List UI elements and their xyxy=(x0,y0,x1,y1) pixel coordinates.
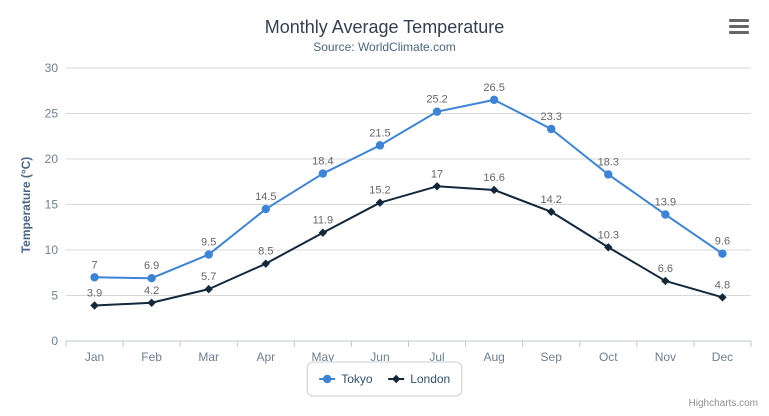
legend-marker-tokyo xyxy=(323,374,332,384)
y-axis-tick-label: 15 xyxy=(45,198,59,212)
data-label: 9.6 xyxy=(715,236,730,248)
data-label: 10.3 xyxy=(598,229,619,241)
x-axis-tick-label: Apr xyxy=(256,350,275,364)
data-point-marker[interactable] xyxy=(718,249,727,258)
data-label: 4.8 xyxy=(715,279,730,291)
data-point-marker[interactable] xyxy=(318,228,328,237)
series-line-tokyo xyxy=(93,98,724,280)
data-point-marker[interactable] xyxy=(261,204,270,214)
y-axis-tick-label: 0 xyxy=(51,334,58,348)
data-point-marker[interactable] xyxy=(432,182,442,191)
x-axis-tick-label: Jan xyxy=(85,350,104,364)
chart-title: Monthly Average Temperature xyxy=(264,17,505,37)
data-labels: 7 6.9 9.5 14.5 18.4 21.5 25.2 26.5 23.3 18.3 13.9 9… xyxy=(87,82,730,300)
data-point-marker[interactable] xyxy=(318,169,328,178)
data-point-marker[interactable] xyxy=(661,276,670,286)
x-axis-tick-label: Dec xyxy=(712,350,733,364)
data-label: 6.6 xyxy=(658,263,673,275)
data-label: 8.5 xyxy=(258,246,273,258)
menu-bar-middle xyxy=(729,25,749,28)
data-point-marker[interactable] xyxy=(547,207,556,216)
data-label: 14.5 xyxy=(255,191,276,203)
legend-label-london[interactable]: London xyxy=(410,372,450,386)
data-point-marker[interactable] xyxy=(661,210,670,219)
chart-legend[interactable]: Tokyo London xyxy=(306,361,463,397)
data-label: 23.3 xyxy=(540,111,561,123)
series-lines xyxy=(90,95,727,310)
x-axis-tick-label: Jul xyxy=(429,350,444,364)
data-label: 25.2 xyxy=(426,94,447,106)
data-point-marker[interactable] xyxy=(147,274,156,283)
data-point-marker[interactable] xyxy=(90,301,99,310)
data-point-marker[interactable] xyxy=(604,170,613,179)
menu-bar-top xyxy=(729,19,749,22)
x-axis-tick-label: Nov xyxy=(655,350,676,364)
chart-subtitle: Source: WorldClimate.com xyxy=(313,40,456,54)
data-point-marker[interactable] xyxy=(90,273,99,282)
data-label: 5.7 xyxy=(201,271,216,283)
data-label: 21.5 xyxy=(369,127,390,139)
x-axis-tick-label: Mar xyxy=(198,350,219,364)
data-point-marker[interactable] xyxy=(147,298,156,307)
gridlines xyxy=(66,67,751,342)
y-axis-tick-label: 20 xyxy=(45,152,59,166)
data-point-marker[interactable] xyxy=(375,198,385,207)
data-label: 18.4 xyxy=(312,156,333,168)
y-axis-title: Temperature (°C) xyxy=(19,157,33,254)
data-point-marker[interactable] xyxy=(489,185,499,195)
series-line-london xyxy=(93,185,724,307)
legend-label-tokyo[interactable]: Tokyo xyxy=(341,372,373,386)
x-axis: Jan Feb Mar Apr May Jun Jul Aug Sep Oct Nov Dec xyxy=(65,340,752,364)
data-label: 6.9 xyxy=(144,260,159,272)
hamburger-menu-icon[interactable] xyxy=(727,17,755,41)
legend-marker-london xyxy=(392,374,401,384)
x-axis-tick-label: Feb xyxy=(141,350,162,364)
data-label: 3.9 xyxy=(87,288,102,300)
data-label: 15.2 xyxy=(369,185,390,197)
y-axis-tick-label: 10 xyxy=(45,243,59,257)
data-label: 17 xyxy=(431,168,443,180)
data-point-marker[interactable] xyxy=(204,284,213,294)
y-axis-tick-label: 30 xyxy=(45,61,59,75)
data-label: 18.3 xyxy=(598,156,619,168)
data-label: 9.5 xyxy=(201,237,216,249)
y-axis-tick-label: 25 xyxy=(45,107,59,121)
x-axis-tick-label: Oct xyxy=(599,350,618,364)
data-label: 16.6 xyxy=(483,172,504,184)
x-axis-tick-label: Sep xyxy=(541,350,563,364)
credits-link[interactable]: Highcharts.com xyxy=(688,398,758,409)
data-point-marker[interactable] xyxy=(375,141,385,150)
legend-box xyxy=(306,361,463,397)
data-point-marker[interactable] xyxy=(204,250,213,259)
x-axis-tick-label: May xyxy=(312,350,335,364)
data-label: 13.9 xyxy=(655,197,676,209)
data-point-marker[interactable] xyxy=(547,124,556,134)
data-label: 4.2 xyxy=(144,285,159,297)
x-axis-tick-label: Aug xyxy=(483,350,504,364)
menu-bar-bottom xyxy=(729,31,749,34)
data-point-marker[interactable] xyxy=(604,243,613,252)
x-axis-tick-label: Jun xyxy=(370,350,389,364)
y-axis-tick-label: 5 xyxy=(51,289,58,303)
data-point-marker[interactable] xyxy=(261,259,270,268)
y-axis-tick-labels: 0 5 10 15 20 25 30 xyxy=(45,61,59,348)
data-label: 26.5 xyxy=(483,82,504,94)
data-point-marker[interactable] xyxy=(432,107,442,116)
data-label: 7 xyxy=(91,259,97,271)
data-label: 14.2 xyxy=(540,194,561,206)
data-point-marker[interactable] xyxy=(718,293,727,302)
data-point-marker[interactable] xyxy=(489,95,499,105)
data-label: 11.9 xyxy=(313,215,334,227)
